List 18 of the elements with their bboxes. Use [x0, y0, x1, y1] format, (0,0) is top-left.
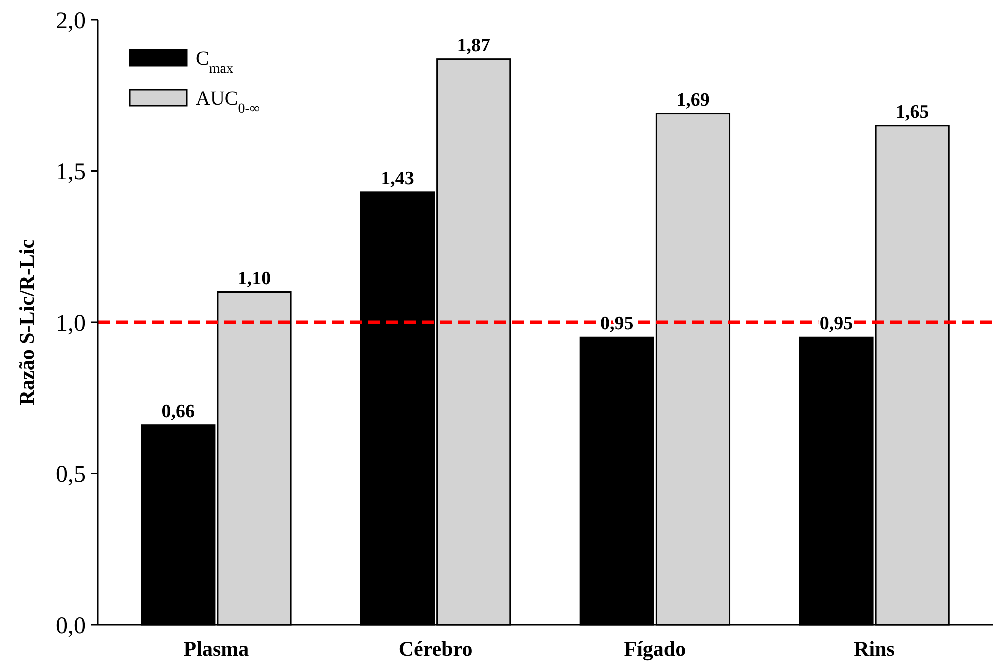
- y-tick-label: 2,0: [56, 8, 86, 34]
- y-tick-label: 1,0: [56, 310, 86, 337]
- legend-label: AUC$_{0-∞}$: [196, 88, 260, 116]
- y-tick-label: 0,0: [56, 613, 86, 640]
- x-tick-label: Rins: [854, 637, 895, 661]
- data-label: 1,65: [896, 102, 930, 123]
- y-tick-label: 1,5: [56, 160, 86, 186]
- data-label: 1,43: [381, 168, 414, 190]
- y-tick-label: 0,5: [56, 462, 86, 488]
- x-tick-label: Cérebro: [398, 637, 473, 661]
- data-label: 0,66: [162, 401, 196, 422]
- y-axis-title: Razão S-Lic/R-Lic: [15, 239, 39, 406]
- data-label: 1,87: [457, 35, 491, 56]
- x-tick-label: Plasma: [184, 637, 250, 661]
- data-label: 1,69: [676, 90, 710, 111]
- legend-label: C$_{max}$: [196, 48, 234, 76]
- data-label: 1,10: [238, 268, 272, 290]
- x-tick-label: Fígado: [624, 637, 686, 661]
